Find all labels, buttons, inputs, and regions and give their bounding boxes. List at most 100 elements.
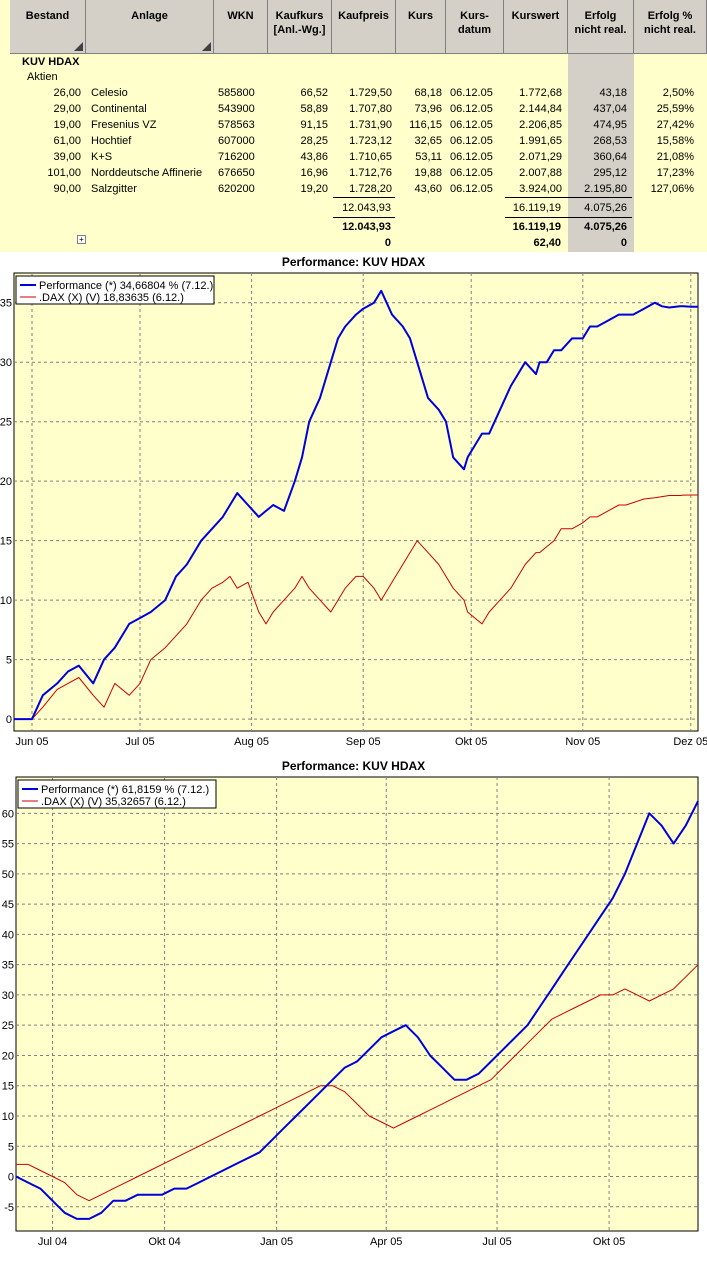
extra-kaufpreis: 0 (384, 237, 391, 249)
col-header-bestand[interactable]: Bestand (10, 0, 86, 54)
cell-kaufpreis: 1.729,50 (349, 87, 392, 99)
cell-kaufkurs: 91,15 (300, 119, 328, 131)
cell-bestand: 101,00 (47, 167, 81, 179)
col-header-anlage[interactable]: Anlage (86, 0, 214, 54)
y-tick-label: 30 (2, 990, 14, 1002)
y-tick-label: 55 (2, 839, 14, 851)
y-tick-label: 20 (2, 1050, 14, 1062)
x-tick-label: Aug 05 (234, 736, 269, 748)
cell-kaufpreis: 1.712,76 (349, 167, 392, 179)
legend-entry: Performance (*) 34,66804 % (7.12.) (39, 280, 213, 292)
cell-erfolg: 2.195,80 (584, 183, 627, 195)
cell-erfolg-pct: 2,50% (662, 87, 694, 99)
y-tick-label: 10 (0, 595, 12, 607)
cell-erfolg: 295,12 (593, 167, 627, 179)
col-header-erfolg-pct[interactable]: Erfolg % nicht real. (634, 0, 707, 54)
kurswert-subtotal-rule (505, 197, 632, 198)
cell-kaufpreis: 1.731,90 (349, 119, 392, 131)
cell-kaufpreis: 1.707,80 (349, 103, 392, 115)
col-header-label: Kurswert (511, 10, 560, 22)
y-tick-label: -5 (4, 1202, 14, 1214)
cell-kursdatum: 06.12.05 (450, 103, 493, 115)
plot-area (15, 776, 699, 1232)
y-tick-label: 35 (2, 960, 14, 972)
cell-kaufkurs: 66,52 (300, 87, 328, 99)
cell-bestand: 19,00 (53, 119, 81, 131)
cell-bestand: 90,00 (53, 183, 81, 195)
col-header-kaufkurs[interactable]: Kaufkurs [Anl.-Wg.] (268, 0, 332, 54)
y-tick-label: 25 (0, 417, 12, 429)
y-tick-label: 45 (2, 899, 14, 911)
portfolio-table: Bestand Anlage WKN Kaufkurs [Anl.-Wg.] Kaufp… (0, 0, 707, 252)
kaufpreis-subtotal-rule (333, 197, 395, 198)
col-header-label: Kaufpreis (338, 10, 389, 22)
cell-erfolg-pct: 27,42% (656, 119, 694, 131)
col-header-label: Kurs (407, 10, 434, 22)
col-header-erfolg[interactable]: Erfolg nicht real. (568, 0, 634, 54)
chart-title: Performance: KUV HDAX (281, 255, 426, 269)
erfolg-column-shade (568, 54, 634, 252)
cell-anlage: Salzgitter (91, 183, 137, 195)
cell-kursdatum: 06.12.05 (450, 183, 493, 195)
y-tick-label: 15 (0, 536, 12, 548)
cell-erfolg-pct: 127,06% (650, 183, 694, 195)
kaufpreis-total-rule (333, 217, 395, 218)
cell-kursdatum: 06.12.05 (450, 87, 493, 99)
cell-kaufkurs: 58,89 (300, 103, 328, 115)
cell-kursdatum: 06.12.05 (450, 135, 493, 147)
subtotal-kaufpreis: 12.043,93 (342, 202, 391, 214)
cell-kurs: 68,18 (414, 87, 442, 99)
cell-kurswert: 2.007,88 (519, 167, 562, 179)
cell-anlage: Celesio (91, 87, 128, 99)
legend-entry: .DAX (X) (V) 35,32657 (6.12.) (41, 796, 186, 808)
cell-kursdatum: 06.12.05 (450, 167, 493, 179)
col-header-label: Kurs- datum (458, 10, 491, 36)
x-tick-label: Okt 04 (148, 1236, 180, 1248)
y-tick-label: 5 (8, 1141, 14, 1153)
col-header-kurswert[interactable]: Kurswert (504, 0, 568, 54)
cell-kurswert: 2.206,85 (519, 119, 562, 131)
col-header-kurs[interactable]: Kurs (396, 0, 446, 54)
expand-icon[interactable]: + (77, 235, 86, 244)
cell-wkn: 607000 (218, 135, 255, 147)
x-tick-label: Jun 05 (15, 736, 48, 748)
extra-kurswert: 62,40 (533, 237, 561, 249)
sort-corner-icon (202, 42, 211, 51)
cell-anlage: K+S (91, 151, 113, 163)
y-tick-label: 60 (2, 808, 14, 820)
cell-kursdatum: 06.12.05 (450, 151, 493, 163)
cell-erfolg-pct: 15,58% (656, 135, 694, 147)
total-erfolg: 4.075,26 (584, 221, 627, 233)
cell-erfolg-pct: 17,23% (656, 167, 694, 179)
cell-anlage: Fresenius VZ (91, 119, 157, 131)
col-header-kaufpreis[interactable]: Kaufpreis (332, 0, 396, 54)
col-header-kursdatum[interactable]: Kurs- datum (446, 0, 504, 54)
cell-kaufpreis: 1.723,12 (349, 135, 392, 147)
x-tick-label: Jul 04 (38, 1236, 67, 1248)
cell-kaufkurs: 19,20 (300, 183, 328, 195)
cell-erfolg: 268,53 (593, 135, 627, 147)
x-tick-label: Sep 05 (346, 736, 381, 748)
col-header-label: Bestand (25, 10, 70, 22)
subtotal-kurswert: 16.119,19 (512, 202, 561, 214)
y-tick-label: 5 (6, 655, 12, 667)
cell-kurswert: 2.071,29 (519, 151, 562, 163)
extra-erfolg: 0 (620, 237, 627, 249)
total-kurswert: 16.119,19 (512, 221, 561, 233)
cell-wkn: 585800 (218, 87, 255, 99)
subgroup-label: Aktien (27, 71, 58, 83)
col-header-wkn[interactable]: WKN (214, 0, 268, 54)
col-header-label: Erfolg nicht real. (574, 10, 627, 36)
chart-legend: Performance (*) 61,8159 % (7.12.).DAX (X… (17, 779, 217, 809)
legend-box (17, 779, 217, 809)
chart-title: Performance: KUV HDAX (281, 759, 426, 773)
cell-kurs: 116,15 (409, 119, 442, 131)
group-label: KUV HDAX (22, 56, 80, 68)
performance-chart-6m: 0 5 10 15 20 25 30 35 Jun 05 Jul 05 Aug 05 Sep 05 Ok… (0, 253, 707, 756)
y-tick-label: 15 (2, 1081, 14, 1093)
col-header-label: Kaufkurs [Anl.-Wg.] (273, 10, 326, 36)
cell-anlage: Continental (91, 103, 147, 115)
cell-wkn: 620200 (218, 183, 255, 195)
cell-kaufpreis: 1.710,65 (349, 151, 392, 163)
sort-corner-icon (74, 42, 83, 51)
